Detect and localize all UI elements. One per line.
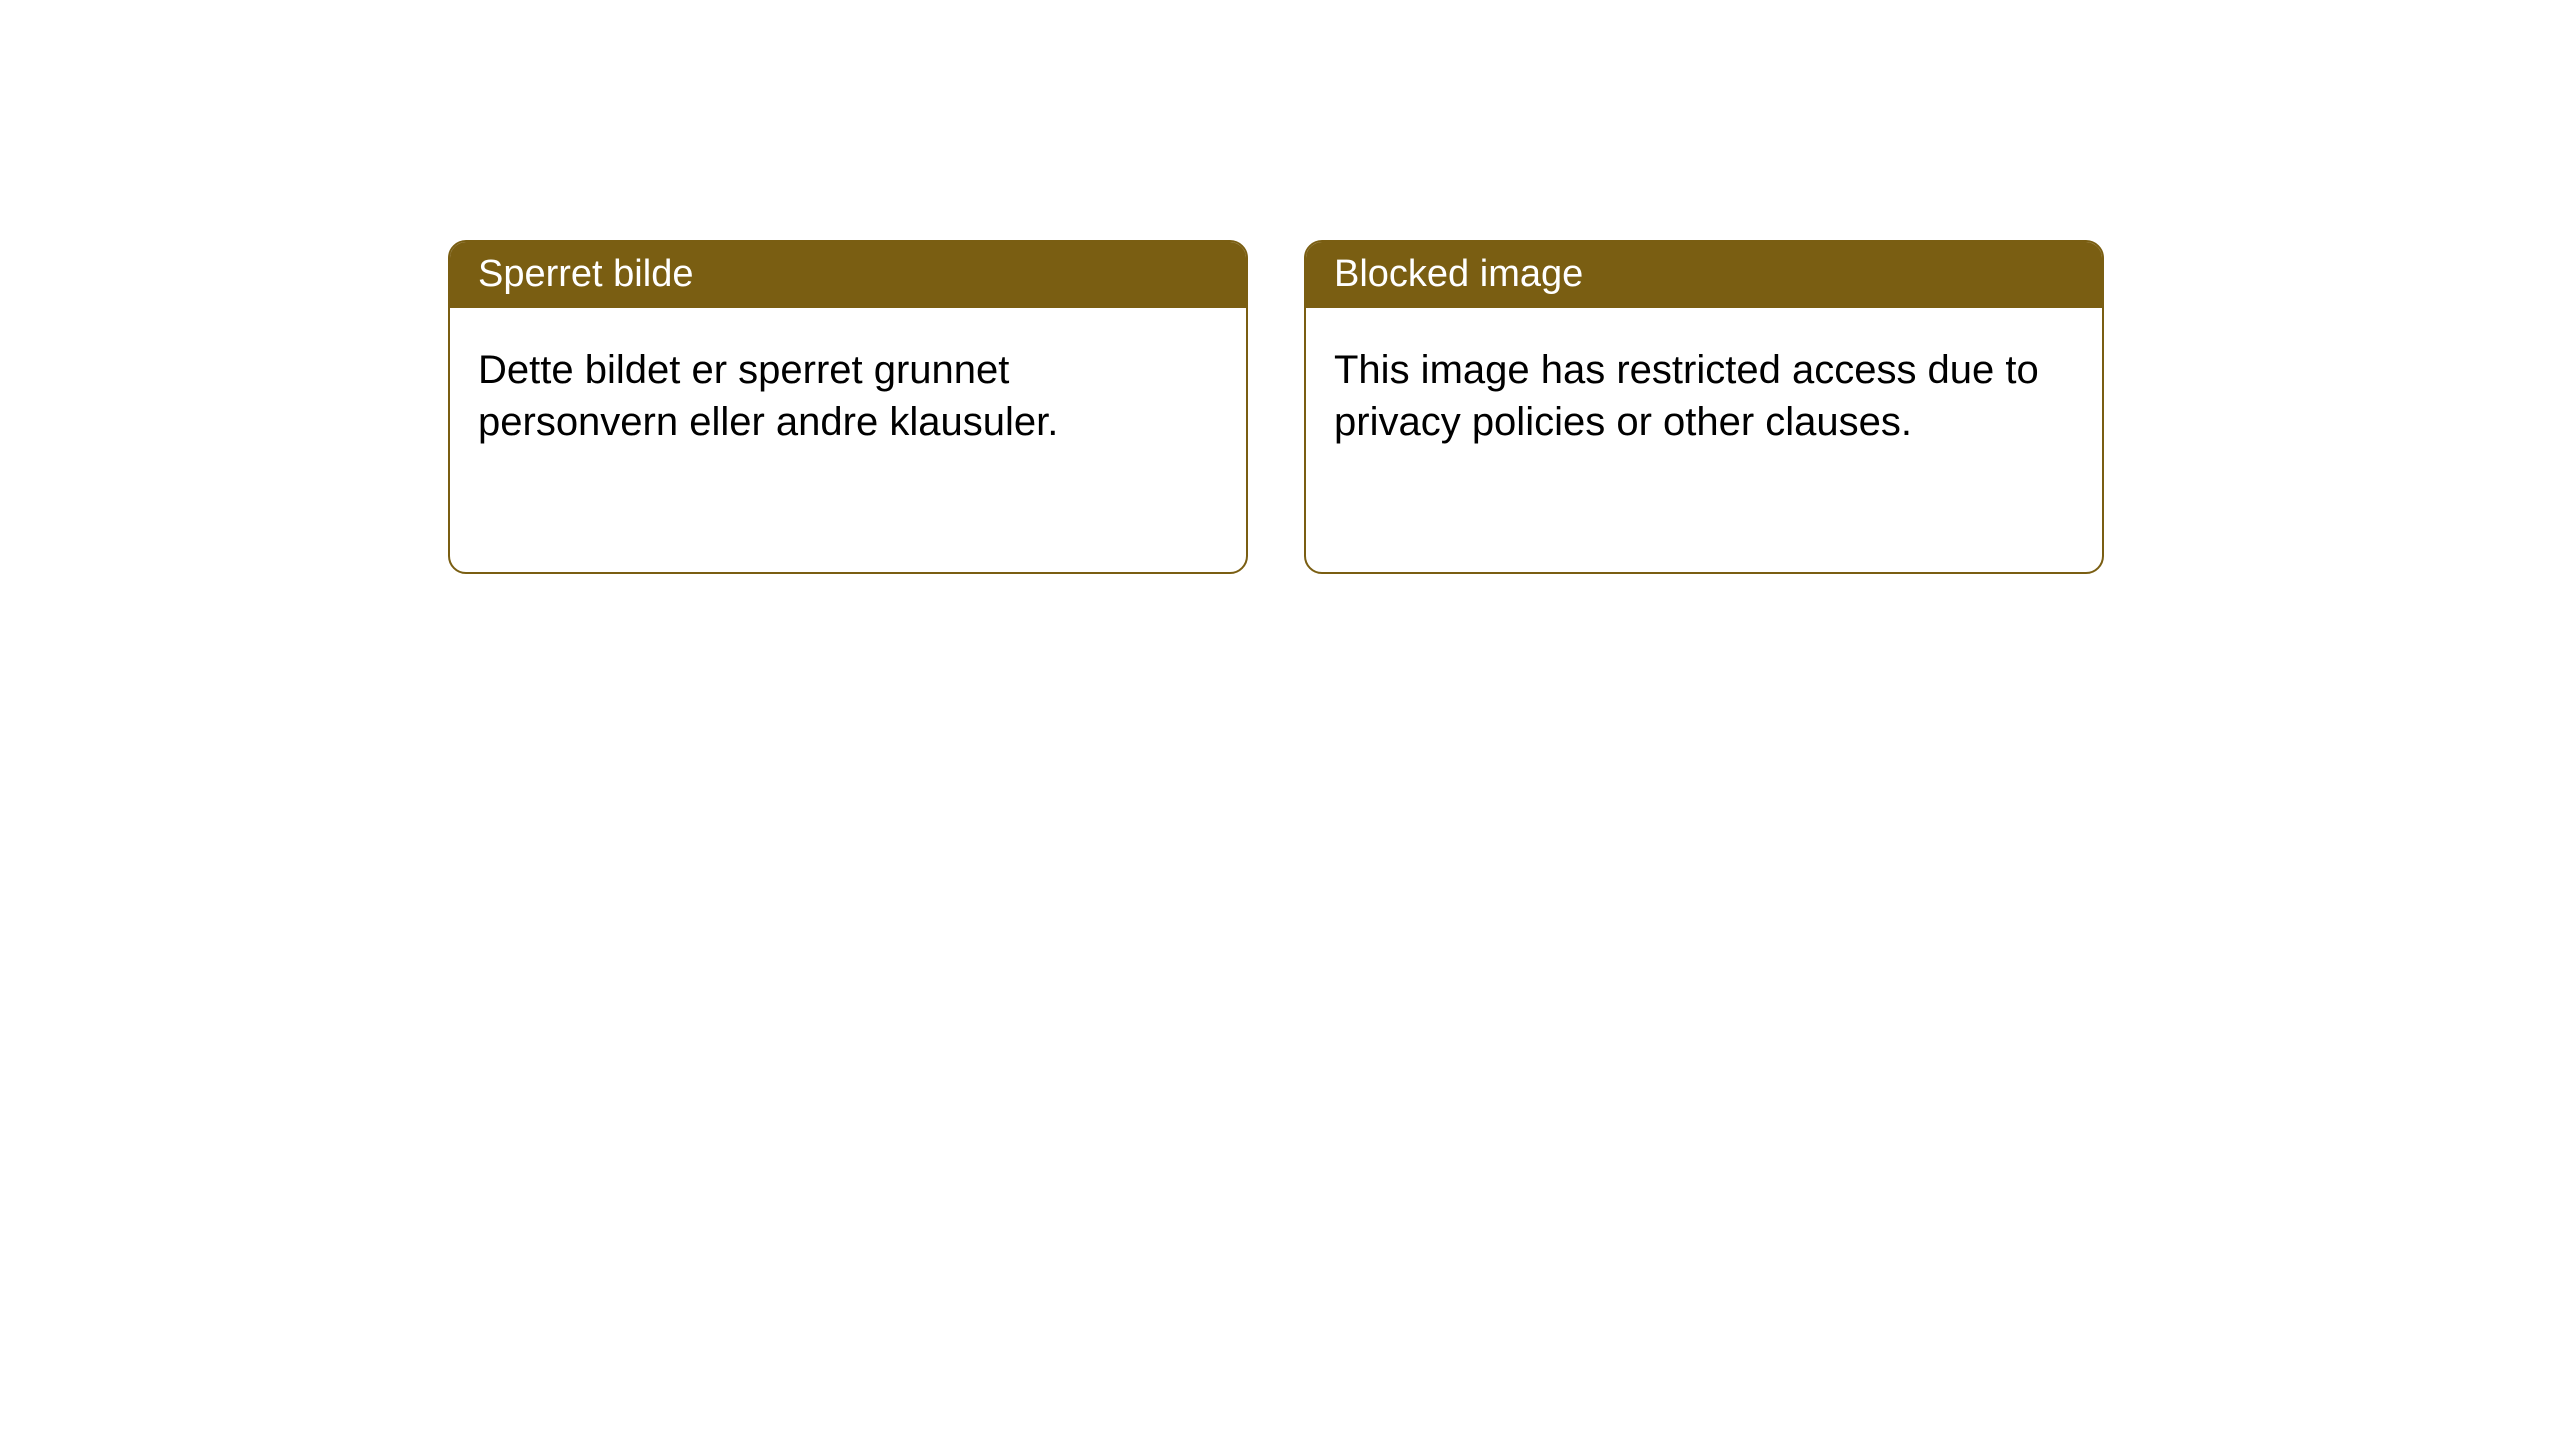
notice-cards-container: Sperret bilde Dette bildet er sperret gr… — [448, 240, 2104, 574]
notice-card-english: Blocked image This image has restricted … — [1304, 240, 2104, 574]
card-header: Blocked image — [1306, 242, 2102, 308]
card-title: Sperret bilde — [478, 253, 693, 295]
card-body-text: Dette bildet er sperret grunnet personve… — [478, 348, 1058, 444]
card-body: Dette bildet er sperret grunnet personve… — [450, 308, 1246, 484]
card-body-text: This image has restricted access due to … — [1334, 348, 2039, 444]
card-title: Blocked image — [1334, 253, 1583, 295]
card-header: Sperret bilde — [450, 242, 1246, 308]
notice-card-norwegian: Sperret bilde Dette bildet er sperret gr… — [448, 240, 1248, 574]
card-body: This image has restricted access due to … — [1306, 308, 2102, 484]
